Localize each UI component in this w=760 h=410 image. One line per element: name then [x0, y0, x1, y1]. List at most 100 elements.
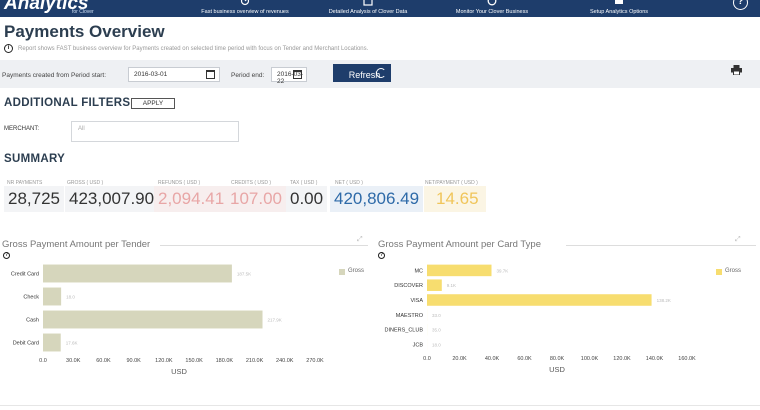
- category-label: JCB: [413, 342, 424, 348]
- gear-icon: [615, 0, 623, 4]
- brand-logo[interactable]: Analytics: [4, 0, 89, 14]
- period-start-value: 2016-03-01: [134, 71, 168, 78]
- bar-value-label: 18.0: [432, 342, 441, 347]
- bar-value-label: 39.7K: [497, 268, 509, 273]
- chart-icon: [363, 0, 373, 6]
- top-nav: Analytics for Clover Fast business overv…: [0, 0, 760, 17]
- apply-button[interactable]: APPLY: [131, 98, 175, 109]
- expand-icon[interactable]: ⤢: [735, 236, 741, 243]
- tick-label: 160.0K: [678, 356, 696, 362]
- page-title: Payments Overview: [4, 22, 165, 41]
- kpi-value: 0.00: [286, 186, 328, 212]
- tick-label: 90.0K: [126, 358, 141, 364]
- kpi-value: 423,007.90: [65, 186, 159, 212]
- kpi-label: NR PAYMENTS: [7, 180, 43, 186]
- category-label: MC: [414, 268, 423, 274]
- tick-label: 60.0K: [517, 356, 532, 362]
- dashboard-icon: [240, 0, 250, 6]
- bar[interactable]: [43, 333, 61, 352]
- nav-item-label: Setup Analytics Options: [589, 9, 649, 15]
- category-label: DISCOVER: [394, 283, 423, 289]
- merchant-label: MERCHANT:: [4, 126, 40, 132]
- nav-item-label: Monitor Your Clover Business: [455, 9, 529, 15]
- calendar-icon[interactable]: [206, 70, 215, 79]
- bar[interactable]: [427, 264, 492, 277]
- kpi-label: GROSS ( USD ): [67, 180, 104, 186]
- refresh-button[interactable]: Refresh: [333, 64, 391, 82]
- tick-label: 150.0K: [185, 358, 203, 364]
- tick-label: 40.0K: [485, 356, 500, 362]
- tick-label: 180.0K: [216, 358, 234, 364]
- filters-heading: ADDITIONAL FILTERS: [4, 97, 131, 109]
- merchant-placeholder: All: [78, 126, 85, 132]
- bar-value-label: 187.5K: [237, 272, 251, 277]
- bar[interactable]: [427, 294, 652, 306]
- category-label: Credit Card: [11, 272, 39, 278]
- category-label: MAESTRO: [396, 313, 424, 319]
- bottom-divider: [0, 405, 760, 406]
- question-icon[interactable]: ?: [378, 252, 385, 259]
- category-label: Check: [23, 295, 39, 301]
- merchant-select[interactable]: All: [71, 121, 239, 142]
- nav-item-monitor[interactable]: Monitor Your Clover Business: [437, 0, 547, 17]
- kpi-label: NET ( USD ): [335, 180, 363, 186]
- period-start-label: Payments created from Period start:: [2, 72, 107, 79]
- bar[interactable]: [43, 264, 232, 283]
- tick-label: 30.0K: [66, 358, 81, 364]
- axis-label: USD: [549, 365, 565, 374]
- chart-divider: [160, 245, 368, 246]
- print-icon[interactable]: [731, 65, 742, 75]
- axis-label: USD: [171, 367, 187, 376]
- tick-label: 240.0K: [276, 358, 294, 364]
- category-label: Debit Card: [13, 341, 39, 347]
- kpi-label: TAX ( USD ): [290, 180, 318, 186]
- bar[interactable]: [43, 310, 263, 329]
- tick-label: 20.0K: [452, 356, 467, 362]
- tick-label: 120.0K: [613, 356, 631, 362]
- tick-label: 60.0K: [96, 358, 111, 364]
- chart-title: Gross Payment Amount per Card Type: [378, 239, 544, 250]
- legend-label: Gross: [348, 268, 365, 274]
- refresh-icon: [376, 68, 386, 78]
- bar-value-label: 33.0: [432, 313, 441, 318]
- nav-item-label: Fast business overview of revenues: [201, 9, 289, 15]
- clock-icon: [487, 0, 497, 6]
- expand-icon[interactable]: ⤢: [357, 236, 363, 243]
- tick-label: 80.0K: [550, 356, 565, 362]
- tick-label: 270.0K: [306, 358, 324, 364]
- legend-swatch: [716, 269, 722, 275]
- category-label: Cash: [26, 318, 39, 324]
- info-icon: i: [4, 44, 13, 53]
- help-icon[interactable]: ?: [733, 0, 748, 10]
- chart-divider: [566, 245, 756, 246]
- bar[interactable]: [427, 279, 442, 291]
- kpi-label: REFUNDS ( USD ): [158, 180, 201, 186]
- nav-item-label: Detailed Analysis of Clover Data: [328, 9, 408, 15]
- tick-label: 0.0: [39, 358, 47, 364]
- bar[interactable]: [43, 287, 62, 306]
- bar-value-label: 18.0: [66, 295, 75, 300]
- bar-value-label: 138.2K: [657, 298, 671, 303]
- question-icon[interactable]: ?: [3, 252, 10, 259]
- kpi-label: NET/PAYMENT ( USD ): [425, 180, 478, 186]
- category-label: DINERS_CLUB: [384, 328, 423, 334]
- kpi-value: 2,094.41: [154, 186, 229, 212]
- kpi-label: CREDITS ( USD ): [231, 180, 271, 186]
- legend-label: Gross: [725, 268, 742, 274]
- period-start-input[interactable]: 2016-03-01: [128, 67, 220, 82]
- calendar-icon[interactable]: [293, 70, 302, 79]
- nav-item-analysis[interactable]: Detailed Analysis of Clover Data: [313, 0, 423, 17]
- bar-value-label: 217.9K: [268, 318, 282, 323]
- page-description: Report shows FAST business overview for …: [18, 46, 369, 52]
- tick-label: 100.0K: [581, 356, 599, 362]
- tender-bar-chart: Credit Card 187.5K Check 18.0 Cash 217.9K Debi…: [11, 264, 324, 376]
- bar-value-label: 35.0: [432, 328, 441, 333]
- kpi-value: 28,725: [4, 186, 64, 212]
- period-end-label: Period end:: [231, 72, 265, 79]
- nav-item-setup[interactable]: Setup Analytics Options: [564, 0, 674, 17]
- refresh-label: Refresh: [348, 69, 381, 80]
- nav-item-overview[interactable]: Fast business overview of revenues: [190, 0, 300, 17]
- brand-subtitle: for Clover: [72, 9, 94, 15]
- category-label: VISA: [410, 298, 423, 304]
- card-type-bar-chart: MC 39.7K DISCOVER 9.1K VISA 138.2K MAESTRO 33.0…: [384, 264, 696, 374]
